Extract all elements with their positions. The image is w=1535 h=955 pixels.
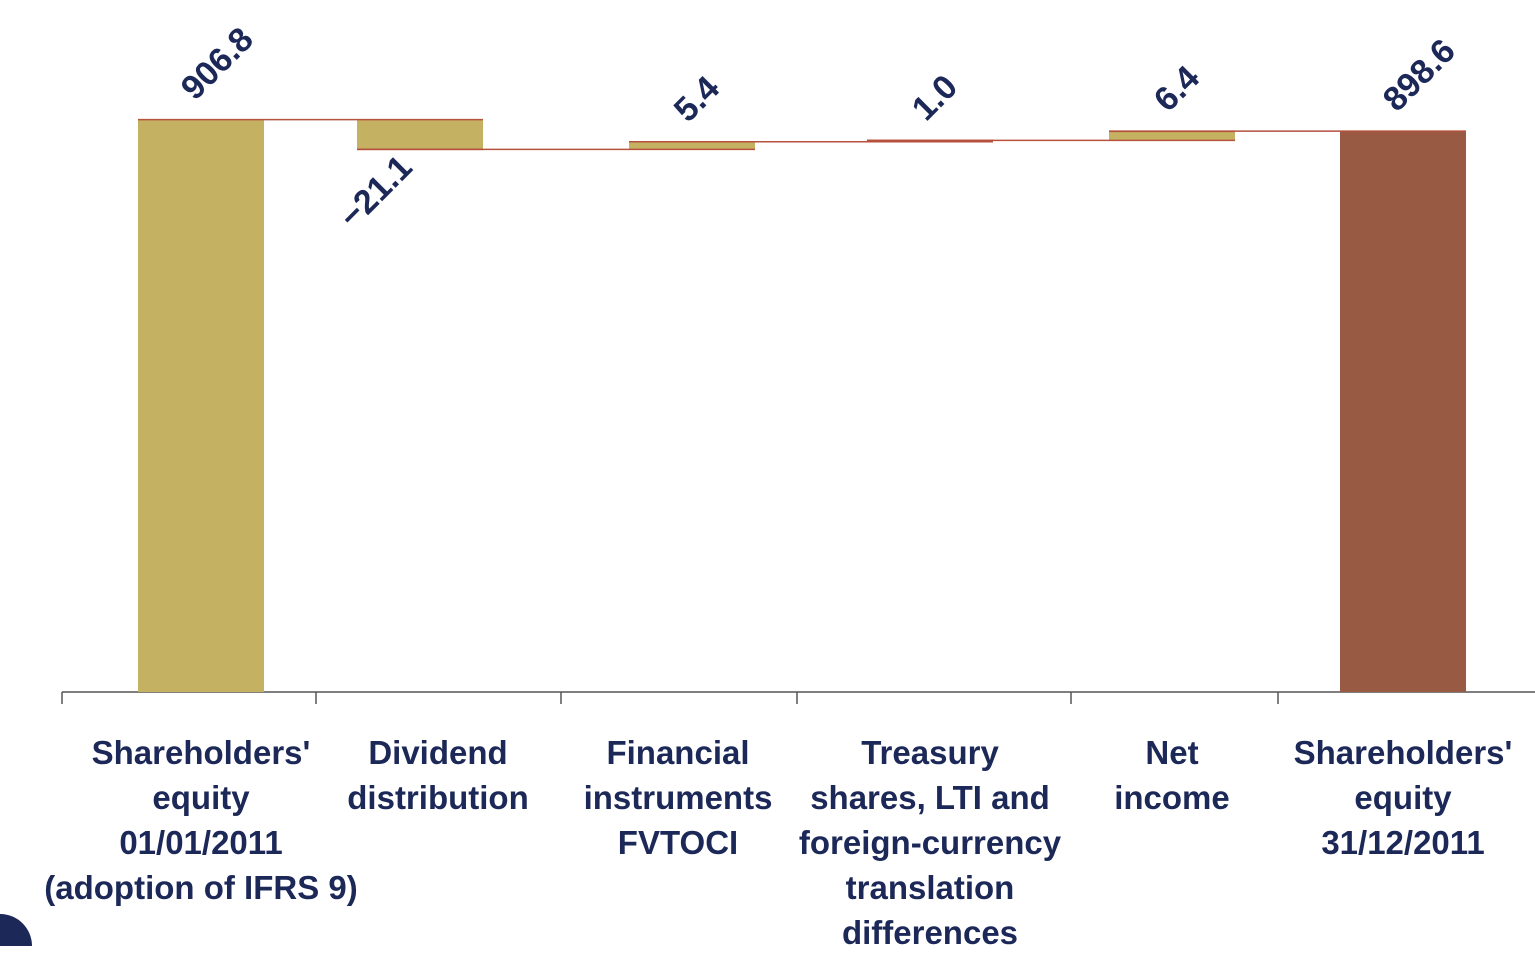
value-label: 1.0 [905,68,965,128]
corner-badge [0,914,32,946]
x-tick-label: Net income [1114,734,1230,816]
x-tick-label: Treasury shares, LTI and foreign-currenc… [798,734,1062,951]
bar [1340,131,1466,692]
x-tick-label: Shareholders' equity 01/01/2011 (adoptio… [44,734,358,906]
value-label: 5.4 [667,69,727,129]
value-label: 906.8 [174,20,261,107]
bar [629,141,755,150]
bar [138,119,264,693]
value-label: 898.6 [1376,32,1463,119]
bar [357,119,483,150]
value-label: −21.1 [332,148,420,236]
value-label: 6.4 [1147,59,1207,119]
x-tick-label: Financial instruments FVTOCI [583,734,773,861]
bar [1109,131,1235,141]
x-tick-label: Dividend distribution [347,734,529,816]
x-tick-label: Shareholders' equity 31/12/2011 [1293,734,1513,861]
